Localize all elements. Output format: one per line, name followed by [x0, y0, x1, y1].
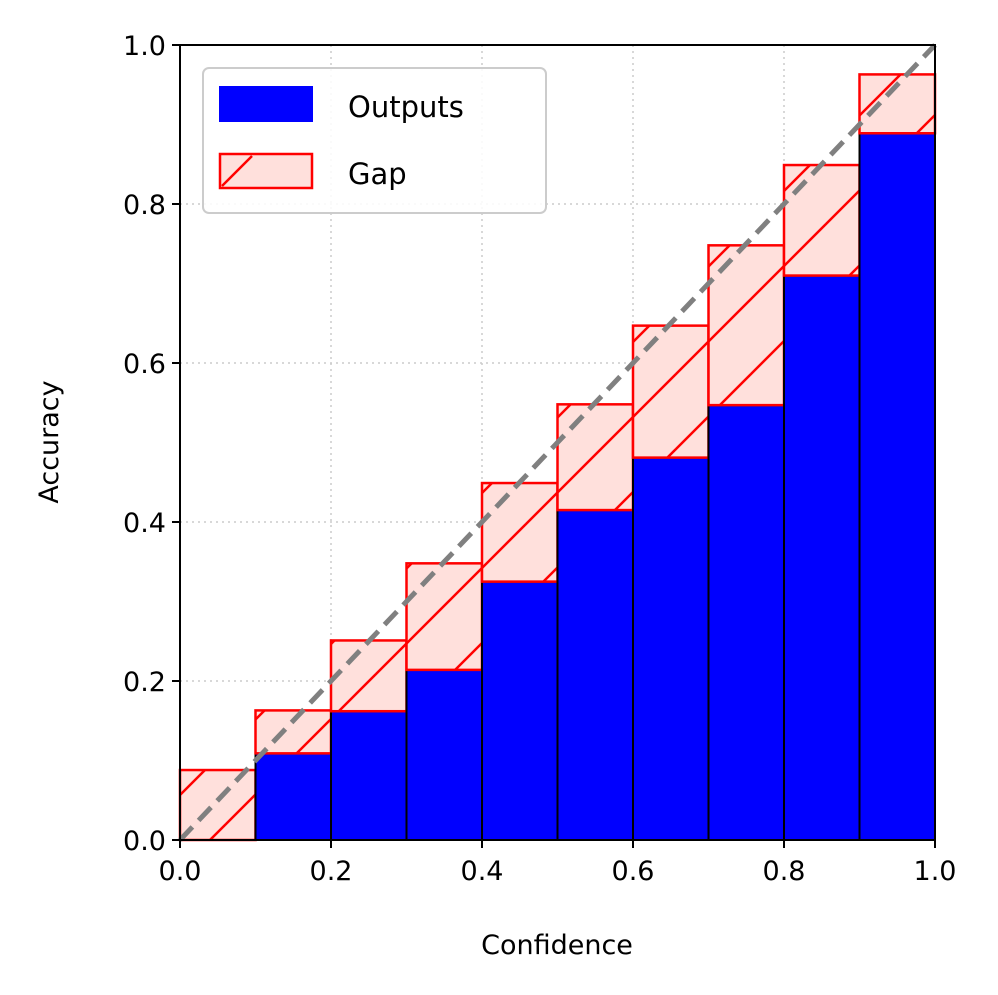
y-tick-label: 0.0 [123, 826, 166, 857]
legend-label-outputs: Outputs [348, 90, 464, 124]
axis-ticks: 0.0 0.2 0.4 0.6 0.8 1.0 0.0 0.2 0.4 0.6 0.8 1.0 [123, 31, 956, 887]
output-bar-5 [481, 580, 559, 841]
gap-bar-4 [405, 562, 484, 672]
legend-swatch-gap-hatch [221, 155, 253, 187]
y-tick-label: 0.6 [123, 349, 166, 380]
x-tick-label: 0.2 [310, 856, 353, 887]
legend-swatch-outputs [219, 86, 313, 122]
x-tick-label: 1.0 [914, 856, 957, 887]
output-bar-7 [632, 456, 710, 841]
reference-diagonal [178, 43, 937, 842]
output-bar-8 [707, 404, 785, 841]
output-bar-6 [556, 509, 634, 841]
x-tick-label: 0.0 [159, 856, 202, 887]
gap-bar-5 [480, 481, 559, 583]
output-bar-10 [858, 132, 936, 841]
y-tick-label: 0.4 [123, 508, 166, 539]
x-tick-label: 0.4 [461, 856, 504, 887]
gap-bar-9 [782, 163, 861, 277]
x-axis-label: Confidence [481, 930, 633, 961]
legend-label-gap: Gap [348, 157, 407, 191]
gap-bar-7 [631, 324, 710, 459]
gap-bar-2 [254, 709, 333, 755]
legend-swatch-gap [218, 152, 314, 190]
perfect-calibration-line [178, 43, 937, 842]
legend: Outputs Gap [202, 67, 547, 214]
gap-bar-3 [329, 639, 408, 713]
output-bar-2 [254, 752, 332, 841]
output-bar-3 [330, 710, 408, 842]
y-tick-label: 1.0 [123, 31, 166, 62]
gap-bar-6 [556, 403, 635, 512]
plot-frame [179, 44, 936, 841]
y-axis-label: Accuracy [34, 380, 65, 503]
y-tick-label: 0.2 [123, 667, 166, 698]
output-bar-4 [405, 668, 483, 841]
output-bar-9 [783, 274, 861, 841]
y-tick-label: 0.8 [123, 190, 166, 221]
x-tick-label: 0.6 [612, 856, 655, 887]
bars [178, 73, 937, 842]
x-tick-label: 0.8 [763, 856, 806, 887]
